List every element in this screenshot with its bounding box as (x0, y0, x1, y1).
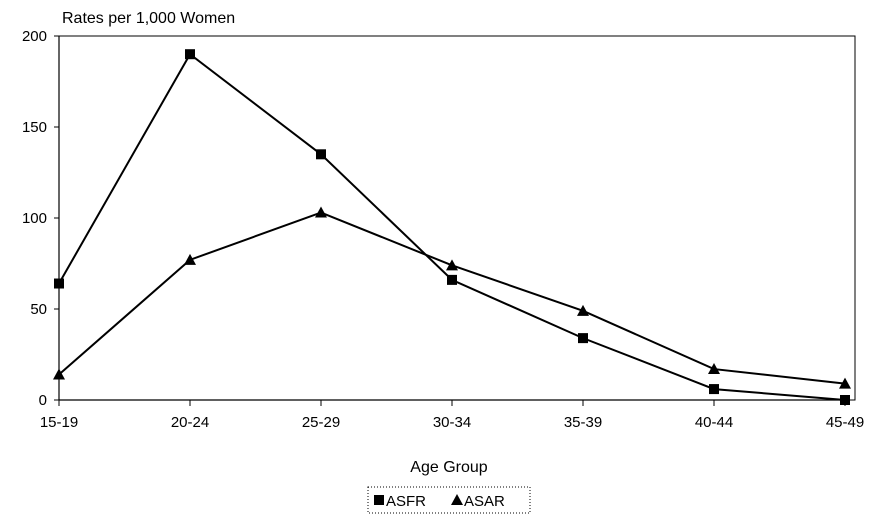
legend-item-asfr: ASFR (374, 493, 426, 510)
data-point-asar (708, 363, 720, 375)
x-axis: 15-19 20-24 25-29 30-34 35-39 40-44 45-49 (40, 399, 864, 431)
data-point-asar (315, 206, 327, 218)
x-tick-label: 35-39 (564, 414, 602, 431)
legend-marker-asfr (374, 495, 384, 505)
data-point-asfr (709, 384, 719, 395)
data-point-asar (53, 368, 65, 380)
legend-label: ASFR (386, 493, 426, 510)
data-point-asfr (54, 278, 64, 289)
series-layer (53, 49, 851, 405)
data-point-asfr (185, 49, 195, 60)
x-tick-label: 30-34 (433, 414, 471, 431)
x-tick-label: 25-29 (302, 414, 340, 431)
data-point-asfr (840, 395, 850, 405)
x-tick-label: 15-19 (40, 414, 78, 431)
data-point-asfr (578, 333, 588, 344)
x-tick-label: 45-49 (826, 414, 864, 431)
legend-marker-asar (451, 494, 463, 505)
data-point-asar (184, 253, 196, 265)
legend-item-asar: ASAR (451, 493, 505, 510)
y-tick-label: 0 (39, 392, 47, 409)
series-asar (53, 206, 851, 389)
y-tick-label: 150 (22, 119, 47, 136)
data-point-asfr (316, 149, 326, 160)
legend: ASFR ASAR (367, 486, 531, 514)
series-line-asar (58, 211, 846, 385)
x-tick-label: 20-24 (171, 414, 209, 431)
series-asfr (54, 49, 850, 405)
legend-box (367, 486, 531, 514)
y-tick-label: 100 (22, 210, 47, 227)
data-point-asfr (447, 274, 457, 285)
data-point-asar (446, 259, 458, 271)
x-tick-label: 40-44 (695, 414, 733, 431)
plot-area-frame (58, 35, 856, 401)
series-line-asfr (58, 52, 846, 401)
y-axis-title: Rates per 1,000 Women (62, 10, 235, 27)
data-point-asar (577, 304, 589, 316)
y-tick-label: 200 (22, 28, 47, 45)
x-axis-title: Age Group (410, 459, 487, 476)
data-point-asar (839, 377, 851, 389)
legend-label: ASAR (464, 493, 505, 510)
y-axis: 0 50 100 150 200 (22, 28, 60, 409)
y-tick-label: 50 (30, 301, 47, 318)
